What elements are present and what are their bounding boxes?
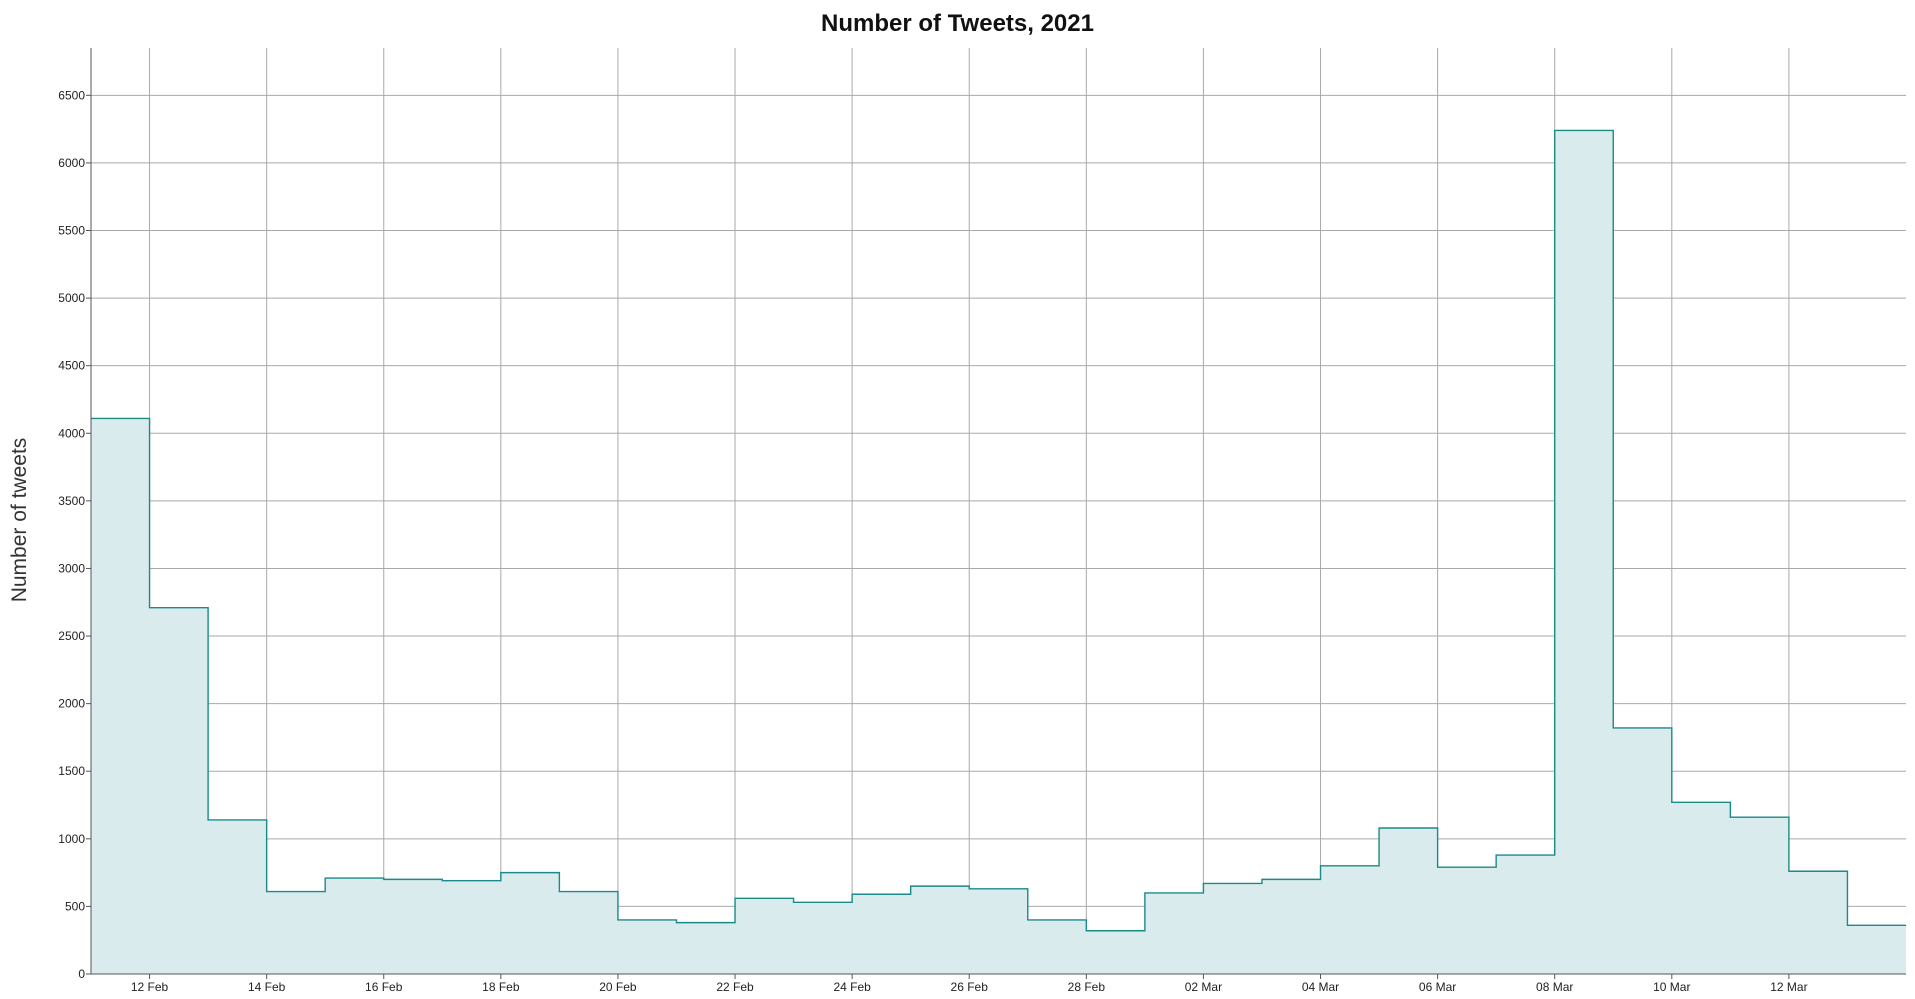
y-tick-label: 6500 (58, 88, 85, 102)
x-tick-label: 14 Feb (248, 980, 286, 994)
y-tick-label: 2500 (58, 629, 85, 643)
y-tick-label: 3500 (58, 494, 85, 508)
x-tick-label: 10 Mar (1653, 980, 1690, 994)
y-tick-label: 5000 (58, 291, 85, 305)
step-bin (969, 889, 1028, 974)
x-tick-label: 22 Feb (716, 980, 754, 994)
x-tick-label: 28 Feb (1068, 980, 1106, 994)
step-bin (1672, 802, 1731, 974)
step-bin (1086, 931, 1145, 974)
step-bin (150, 608, 209, 974)
step-bin (1847, 925, 1906, 974)
y-tick-label: 3000 (58, 561, 85, 575)
x-tick-label: 18 Feb (482, 980, 520, 994)
step-bin (1613, 728, 1672, 974)
step-bin (1262, 879, 1321, 974)
y-tick-label: 5500 (58, 223, 85, 237)
x-tick-label: 12 Mar (1770, 980, 1807, 994)
step-bin (735, 898, 794, 974)
x-tick-label: 02 Mar (1185, 980, 1222, 994)
y-tick-label: 4000 (58, 426, 85, 440)
x-tick-label: 20 Feb (599, 980, 637, 994)
series-area-fill (91, 130, 1906, 975)
step-bin (1438, 867, 1497, 974)
series-layer (91, 129, 1906, 975)
series-step-line (91, 129, 1906, 932)
step-bin (1379, 828, 1438, 974)
step-bin (442, 881, 501, 974)
x-tick-label: 06 Mar (1419, 980, 1456, 994)
x-tick-label: 08 Mar (1536, 980, 1573, 994)
step-bin (1028, 920, 1087, 974)
step-bin (325, 878, 384, 974)
step-bin (911, 886, 970, 974)
step-bin (794, 902, 853, 974)
chart-title: Number of Tweets, 2021 (821, 10, 1094, 37)
step-bin (852, 894, 911, 974)
step-bin (208, 820, 267, 974)
step-bin (1321, 866, 1380, 974)
step-bin (384, 879, 443, 974)
x-tick-label: 04 Mar (1302, 980, 1339, 994)
y-tick-label: 500 (65, 899, 85, 913)
x-tick-label: 12 Feb (131, 980, 169, 994)
step-bin (559, 892, 618, 974)
step-bin (1496, 855, 1555, 974)
y-tick-label: 1000 (58, 832, 85, 846)
step-bin (1555, 130, 1614, 974)
axis-layer: 0 500 1000 1500 2000 2500 3000 3500 4000 4500 5000… (58, 48, 1906, 994)
step-bin (1145, 893, 1204, 974)
step-bin (618, 920, 677, 974)
x-tick-label: 16 Feb (365, 980, 403, 994)
step-bin (501, 873, 560, 974)
y-tick-label: 0 (78, 967, 85, 981)
x-tick-label: 26 Feb (951, 980, 989, 994)
step-bin (1789, 871, 1848, 974)
x-tick-label: 24 Feb (833, 980, 871, 994)
step-bin (676, 923, 735, 974)
y-tick-label: 2000 (58, 697, 85, 711)
y-tick-label: 1500 (58, 764, 85, 778)
step-bin (91, 418, 150, 974)
y-tick-label: 4500 (58, 359, 85, 373)
step-bin (1730, 817, 1789, 974)
step-bin (1203, 883, 1262, 974)
y-tick-label: 6000 (58, 156, 85, 170)
step-bin (267, 892, 326, 974)
